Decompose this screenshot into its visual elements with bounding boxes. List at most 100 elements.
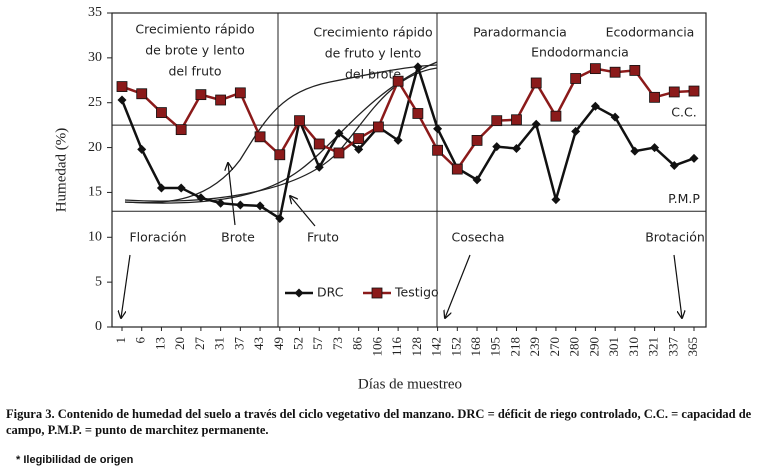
y-tick-label: 30 bbox=[88, 50, 102, 65]
y-axis-label: Humedad (%) bbox=[53, 128, 69, 213]
series-line bbox=[121, 67, 695, 172]
x-tick-label: 86 bbox=[350, 337, 365, 351]
point bbox=[354, 144, 364, 154]
annotation: Floración bbox=[129, 230, 186, 245]
point bbox=[373, 121, 384, 133]
point bbox=[630, 146, 640, 156]
point bbox=[412, 108, 424, 119]
point bbox=[551, 195, 561, 205]
point bbox=[274, 149, 286, 161]
x-tick-label: 218 bbox=[507, 337, 522, 357]
point bbox=[650, 143, 660, 153]
point bbox=[492, 142, 502, 152]
point bbox=[511, 114, 522, 126]
point bbox=[413, 62, 423, 72]
x-tick-label: 37 bbox=[231, 337, 246, 351]
arrow bbox=[121, 254, 131, 318]
x-tick-label: 27 bbox=[192, 337, 207, 351]
x-tick-label: 270 bbox=[547, 337, 562, 357]
point bbox=[156, 107, 167, 118]
annotation: Ecodormancia bbox=[606, 25, 695, 40]
point bbox=[432, 144, 443, 156]
x-tick-label: 280 bbox=[567, 337, 582, 357]
x-tick-label: 128 bbox=[409, 337, 424, 357]
reference-label: C.C. bbox=[671, 105, 696, 120]
x-tick-label: 142 bbox=[429, 337, 444, 357]
point bbox=[117, 95, 127, 105]
point bbox=[589, 63, 601, 75]
plot-frame bbox=[111, 12, 707, 328]
point bbox=[530, 77, 542, 89]
point bbox=[531, 119, 541, 129]
note: * Ilegibilidad de origen bbox=[16, 454, 134, 466]
y-tick-label: 15 bbox=[88, 185, 102, 200]
x-tick-label: 168 bbox=[468, 337, 483, 357]
arrow bbox=[445, 254, 471, 318]
point bbox=[353, 133, 365, 145]
annotation: Paradormancia bbox=[473, 25, 567, 40]
x-tick-label: 195 bbox=[488, 337, 503, 357]
annotation: Fruto bbox=[307, 230, 339, 245]
point bbox=[688, 85, 700, 97]
point bbox=[136, 88, 148, 100]
point bbox=[116, 81, 128, 92]
x-tick-label: 57 bbox=[310, 337, 325, 351]
point bbox=[313, 138, 325, 150]
point bbox=[235, 200, 245, 210]
point bbox=[195, 89, 207, 101]
point bbox=[196, 193, 206, 203]
y-tick-label: 20 bbox=[88, 140, 102, 155]
point bbox=[314, 162, 324, 172]
arrow bbox=[673, 254, 682, 318]
point bbox=[215, 94, 227, 106]
curve bbox=[124, 64, 438, 204]
annotation: de fruto y lento bbox=[325, 46, 422, 61]
x-tick-label: 31 bbox=[212, 337, 227, 350]
growth-curves bbox=[124, 61, 438, 204]
x-tick-label: 290 bbox=[586, 337, 601, 357]
x-tick-label: 106 bbox=[369, 337, 384, 357]
series-line bbox=[120, 62, 695, 221]
annotation: Brotación bbox=[645, 230, 705, 245]
series bbox=[117, 62, 699, 223]
point bbox=[511, 143, 521, 153]
x-tick-label: 20 bbox=[172, 337, 187, 350]
x-tick-label: 73 bbox=[330, 337, 345, 350]
annotation: del fruto bbox=[168, 64, 221, 79]
series bbox=[116, 63, 700, 175]
point bbox=[234, 87, 246, 99]
x-tick-label: 52 bbox=[291, 337, 306, 350]
y-tick-label: 0 bbox=[95, 319, 102, 334]
point bbox=[156, 183, 166, 193]
point bbox=[254, 131, 266, 143]
y-tick-label: 25 bbox=[88, 95, 102, 110]
point bbox=[137, 144, 147, 154]
point bbox=[610, 112, 620, 122]
caption: Figura 3. Contenido de humedad del suelo… bbox=[6, 407, 752, 437]
point bbox=[649, 91, 660, 103]
x-tick-label: 152 bbox=[448, 337, 463, 357]
point bbox=[294, 288, 304, 298]
point bbox=[472, 175, 482, 185]
point bbox=[609, 66, 621, 78]
annotation: Brote bbox=[221, 230, 255, 245]
x-tick-label: 49 bbox=[271, 337, 286, 350]
reference-label: P.M.P bbox=[668, 191, 700, 206]
x-axis-label: Días de muestreo bbox=[358, 376, 462, 392]
point bbox=[333, 147, 345, 159]
annotation: Endodormancia bbox=[531, 45, 629, 60]
point bbox=[668, 86, 680, 98]
point bbox=[669, 161, 679, 171]
x-tick-label: 6 bbox=[133, 337, 148, 344]
x-tick-label: 43 bbox=[251, 337, 266, 350]
annotation: de brote y lento bbox=[145, 43, 245, 58]
arrow bbox=[228, 163, 236, 226]
curve bbox=[124, 61, 438, 204]
point bbox=[175, 124, 187, 136]
point bbox=[176, 183, 186, 193]
x-tick-label: 13 bbox=[152, 337, 167, 350]
point bbox=[590, 101, 600, 111]
y-tick-label: 10 bbox=[88, 230, 102, 245]
x-tick-label: 116 bbox=[389, 337, 404, 357]
